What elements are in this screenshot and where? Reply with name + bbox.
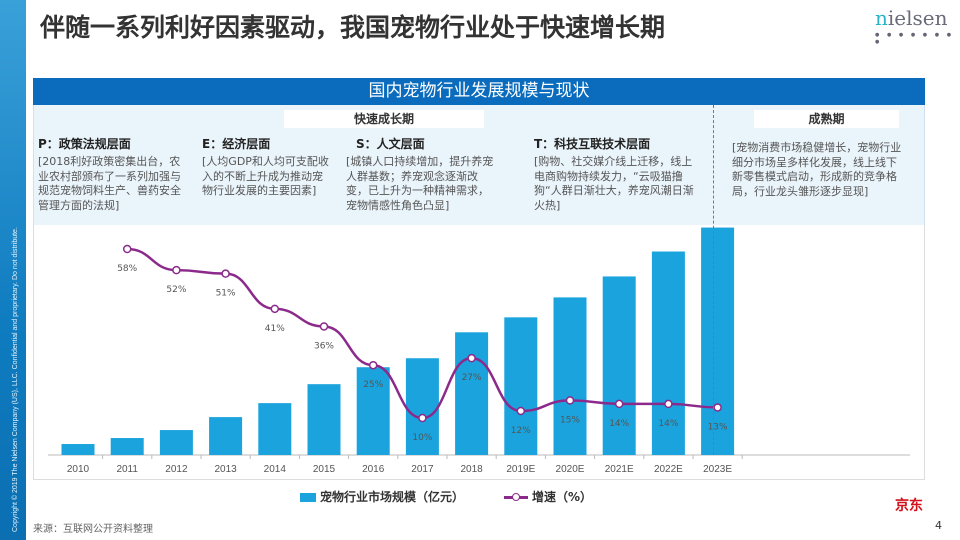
column-body: [2018利好政策密集出台，农业农村部颁布了一系列加强与规范宠物饲料生产、兽药安…	[38, 155, 181, 212]
legend-swatch-bar	[300, 493, 316, 502]
column-body: [城镇人口持续增加，提升养宠人群基数；养宠观念逐渐改变，已上升为一种精神需求，宠…	[346, 155, 494, 212]
bar	[455, 332, 489, 455]
logo-wordmark: nielsen	[875, 6, 960, 30]
bar	[61, 444, 95, 455]
logo-initial: n	[875, 6, 888, 30]
x-tick-label: 2017	[411, 464, 434, 475]
page-title: 伴随一系列利好因素驱动，我国宠物行业处于快速增长期	[40, 13, 666, 42]
column-body: [购物、社交媒介线上迁移，线上电商购物持续发力，“云吸猫撸狗“人群日渐壮大，养宠…	[534, 155, 694, 212]
bar	[110, 438, 144, 455]
column-economy: E：经济层面 [人均GDP和人均可支配收入的不断上升成为推动宠物行业发展的主要因素…	[202, 137, 330, 199]
growth-label: 13%	[708, 422, 728, 432]
bar	[651, 251, 685, 455]
x-tick-label: 2018	[460, 464, 483, 475]
copyright-strip: Copyright © 2019 The Nielsen Company (US…	[0, 0, 26, 540]
phase-growth-label: 快速成长期	[284, 110, 484, 128]
x-tick-label: 2012	[165, 464, 188, 475]
growth-label: 12%	[511, 426, 531, 436]
legend-item-line: 增速（%）	[504, 488, 592, 505]
growth-point	[565, 396, 575, 405]
x-tick-label: 2019E	[506, 464, 535, 475]
logo-text: ielsen	[887, 6, 948, 30]
bar	[553, 297, 587, 455]
section-banner: 国内宠物行业发展规模与现状	[33, 78, 925, 105]
bar	[258, 403, 292, 455]
growth-point	[467, 353, 476, 363]
nielsen-logo: nielsen ● ● ● ● ● ● ● ●	[875, 6, 960, 46]
legend-label: 宠物行业市场规模（亿元）	[320, 490, 465, 504]
x-tick-label: 2014	[264, 464, 287, 475]
growth-label: 51%	[216, 289, 236, 299]
bar	[209, 417, 243, 455]
bar	[504, 317, 538, 455]
x-tick-label: 2013	[214, 464, 237, 475]
bar	[602, 276, 636, 455]
legend-label: 增速（%）	[532, 490, 593, 504]
x-tick-label: 2022E	[654, 464, 683, 475]
column-heading: S：人文层面	[356, 137, 425, 151]
growth-point	[713, 403, 722, 412]
growth-label: 41%	[265, 324, 285, 334]
growth-label: 15%	[560, 415, 580, 425]
column-body: [宠物消费市场稳健增长，宠物行业细分市场呈多样化发展，线上线下新零售模式启动，形…	[732, 141, 902, 198]
bar	[356, 367, 390, 455]
bar	[307, 384, 341, 455]
growth-label: 58%	[117, 264, 137, 274]
legend-swatch-line	[504, 493, 529, 501]
growth-point	[368, 360, 378, 370]
growth-label: 25%	[363, 380, 383, 390]
column-policy: P：政策法规层面 [2018利好政策密集出台，农业农村部颁布了一系列加强与规范宠物…	[38, 137, 183, 213]
page-number: 4	[935, 519, 942, 532]
x-tick-label: 2010	[67, 464, 90, 475]
bar	[405, 358, 439, 455]
logo-dots: ● ● ● ● ● ● ● ●	[875, 32, 955, 45]
x-tick-label: 2023E	[703, 464, 732, 475]
info-panel: 快速成长期 成熟期 P：政策法规层面 [2018利好政策密集出台，农业农村部颁布了…	[33, 105, 925, 225]
phase-mature-label: 成熟期	[754, 110, 899, 128]
growth-point	[270, 304, 280, 314]
growth-label: 36%	[314, 341, 334, 351]
column-mature: [宠物消费市场稳健增长，宠物行业细分市场呈多样化发展，线上线下新零售模式启动，形…	[732, 141, 902, 199]
growth-point	[172, 265, 181, 275]
x-tick-label: 2016	[362, 464, 385, 475]
column-body: [人均GDP和人均可支配收入的不断上升成为推动宠物行业发展的主要因素]	[202, 155, 329, 197]
growth-label: 52%	[166, 285, 186, 295]
chart-area	[33, 225, 925, 480]
growth-label: 14%	[609, 419, 629, 429]
legend-item-bar: 宠物行业市场规模（亿元）	[300, 488, 464, 505]
growth-label: 27%	[462, 373, 482, 383]
chart-legend: 宠物行业市场规模（亿元） 增速（%）	[300, 488, 592, 505]
x-tick-label: 2020E	[556, 464, 585, 475]
phase-divider	[713, 105, 714, 455]
column-heading: T：科技互联技术层面	[534, 137, 651, 151]
growth-point	[614, 399, 624, 409]
growth-point	[516, 406, 526, 416]
jd-watermark: 京东	[895, 498, 923, 514]
bar	[159, 430, 193, 455]
source-note: 来源：互联网公开资料整理	[33, 524, 153, 535]
column-technology: T：科技互联技术层面 [购物、社交媒介线上迁移，线上电商购物持续发力，“云吸猫撸狗…	[534, 137, 699, 213]
growth-point	[122, 244, 132, 254]
growth-label: 14%	[658, 419, 678, 429]
column-social: S：人文层面 [城镇人口持续增加，提升养宠人群基数；养宠观念逐渐改变，已上升为一种…	[346, 137, 496, 213]
column-heading: P：政策法规层面	[38, 137, 131, 151]
growth-label: 10%	[412, 433, 432, 443]
x-tick-label: 2011	[116, 464, 138, 475]
growth-point	[221, 269, 230, 278]
growth-point	[319, 322, 329, 331]
growth-point	[418, 413, 427, 423]
bar	[701, 227, 735, 455]
column-heading: E：经济层面	[202, 137, 271, 151]
x-tick-label: 2015	[313, 464, 336, 475]
x-tick-label: 2021E	[605, 464, 634, 475]
growth-point	[664, 399, 673, 409]
